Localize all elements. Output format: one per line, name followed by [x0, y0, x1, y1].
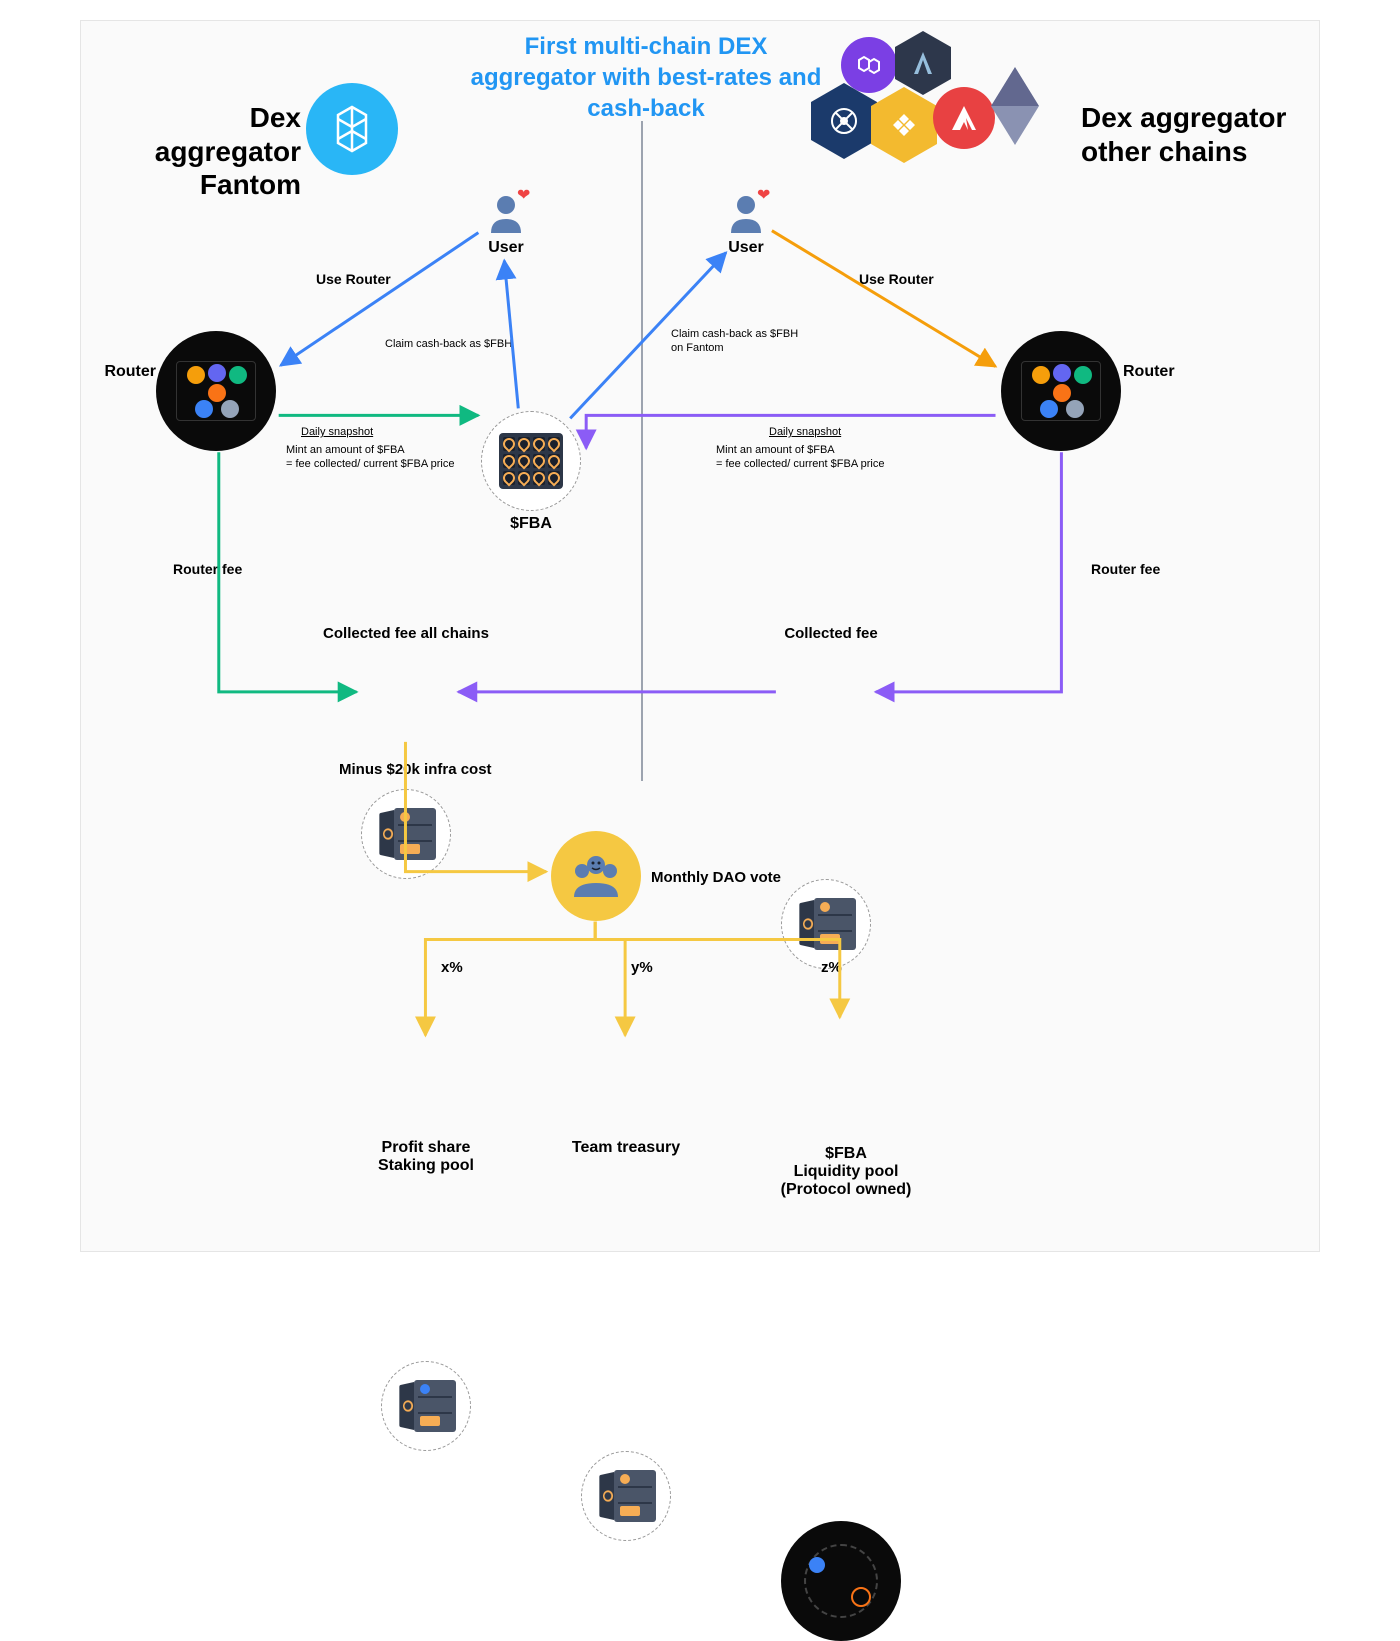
router-right-label: Router — [1123, 363, 1193, 381]
lp-label: $FBA Liquidity pool (Protocol owned) — [761, 1145, 931, 1199]
claim-right-label: Claim cash-back as $FBH on Fantom — [671, 327, 821, 356]
vault-right-icon — [781, 879, 871, 969]
arrows-layer — [81, 21, 1319, 1251]
user-left-label: User — [481, 239, 531, 257]
avalanche-icon — [933, 87, 995, 149]
user-right-label: User — [721, 239, 771, 257]
use-router-right-label: Use Router — [859, 271, 934, 287]
polygon-icon — [841, 37, 897, 93]
collected-left-label: Collected fee all chains — [301, 625, 511, 642]
router-fee-right-label: Router fee — [1091, 561, 1160, 577]
user-right-icon: ❤ — [721, 189, 771, 239]
split-x-label: x% — [441, 959, 463, 976]
router-fee-left-label: Router fee — [173, 561, 242, 577]
collected-right-label: Collected fee — [771, 625, 891, 642]
treasury-label: Team treasury — [561, 1139, 691, 1157]
ethereum-icon — [991, 67, 1039, 145]
snapshot-right-label: Daily snapshot — [769, 425, 841, 439]
binance-icon — [871, 87, 937, 163]
profit-vault-icon — [381, 1361, 471, 1451]
profit-label: Profit share Staking pool — [361, 1139, 491, 1175]
snapshot-left-label: Daily snapshot — [301, 425, 373, 439]
right-heading: Dex aggregator other chains — [1081, 101, 1286, 168]
infra-cost-label: Minus $20k infra cost — [339, 761, 492, 778]
claim-left-label: Claim cash-back as $FBH — [385, 337, 535, 351]
vault-left-icon — [361, 789, 451, 879]
treasury-vault-icon — [581, 1451, 671, 1541]
fantom-icon — [306, 83, 398, 175]
vertical-divider — [641, 121, 643, 781]
router-left-icon — [156, 331, 276, 451]
split-z-label: z% — [821, 959, 842, 976]
router-left-label: Router — [96, 363, 156, 381]
router-right-icon — [1001, 331, 1121, 451]
lp-node-icon — [781, 1521, 901, 1641]
chain-cluster — [811, 31, 1071, 171]
arbitrum-icon — [895, 31, 951, 95]
left-heading: Dex aggregator Fantom — [101, 101, 301, 202]
dao-icon — [551, 831, 641, 921]
mint-left-label: Mint an amount of $FBA = fee collected/ … — [286, 443, 476, 472]
fba-label: $FBA — [481, 515, 581, 533]
mint-right-label: Mint an amount of $FBA = fee collected/ … — [716, 443, 906, 472]
cosmos-icon — [811, 83, 877, 159]
user-left-icon: ❤ — [481, 189, 531, 239]
dao-label: Monthly DAO vote — [651, 869, 781, 886]
split-y-label: y% — [631, 959, 653, 976]
use-router-left-label: Use Router — [316, 271, 391, 287]
diagram-canvas: First multi-chain DEX aggregator with be… — [80, 20, 1320, 1252]
main-title: First multi-chain DEX aggregator with be… — [461, 31, 831, 125]
fba-crate-icon — [481, 411, 581, 511]
